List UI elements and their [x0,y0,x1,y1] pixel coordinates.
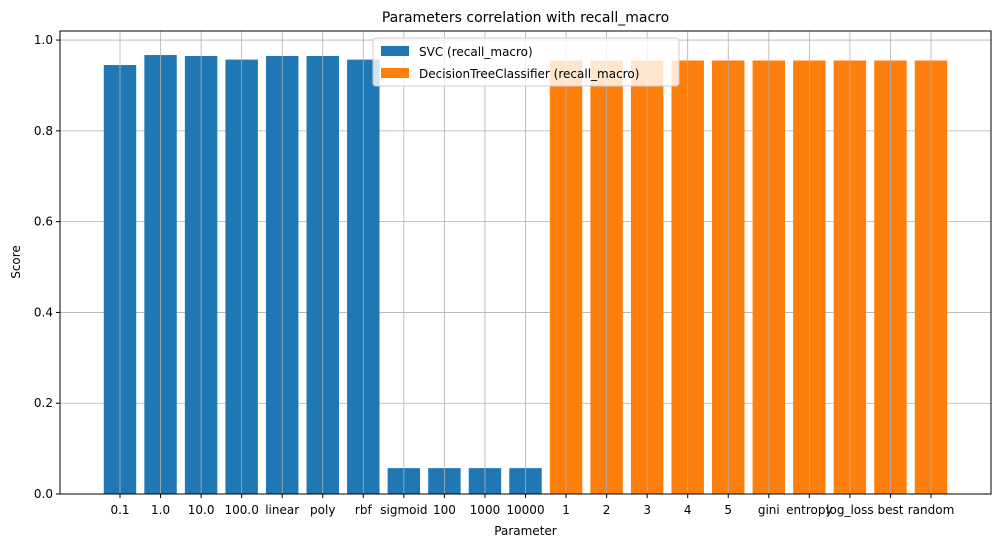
x-tick-label: rbf [355,503,373,517]
y-axis-label: Score [9,245,23,279]
chart-title: Parameters correlation with recall_macro [382,10,669,26]
x-tick-label: random [908,503,955,517]
x-axis: 0.1 1.0 10.0 100.0 linear poly rbf sigmoid 100 10… [110,494,954,517]
y-tick-label: 0.0 [34,487,53,501]
bars [103,31,948,495]
y-tick-label: 0.2 [34,396,53,410]
y-axis: 0.0 0.2 0.4 0.6 0.8 1.0 [34,33,60,501]
y-tick-label: 0.6 [34,215,53,229]
x-tick-label: 100.0 [224,503,258,517]
x-tick-label: gini [758,503,780,517]
legend-swatch-1 [381,68,409,78]
legend-label-0: SVC (recall_macro) [419,45,533,59]
x-tick-label: 10000 [506,503,544,517]
x-tick-label: 10.0 [188,503,215,517]
x-tick-label: sigmoid [380,503,427,517]
y-tick-label: 0.4 [34,305,53,319]
x-tick-label: 1 [562,503,570,517]
x-tick-label: 5 [724,503,732,517]
legend-box [372,37,680,87]
y-tick-label: 0.8 [34,124,53,138]
legend: SVC (recall_macro) DecisionTreeClassifier… [372,37,680,87]
x-tick-label: 0.1 [110,503,129,517]
x-axis-label: Parameter [494,524,556,538]
x-tick-label: 1000 [470,503,501,517]
x-tick-label: 4 [684,503,692,517]
legend-label-1: DecisionTreeClassifier (recall_macro) [419,67,639,81]
x-tick-label: entropy [786,503,832,517]
x-tick-label: 2 [603,503,611,517]
x-tick-label: 3 [643,503,651,517]
x-tick-label: 100 [433,503,456,517]
x-tick-label: linear [265,503,299,517]
y-tick-label: 1.0 [34,33,53,47]
legend-swatch-0 [381,46,409,56]
x-tick-label: poly [310,503,335,517]
x-tick-label: log_loss [826,503,873,517]
x-tick-label: 1.0 [151,503,170,517]
x-tick-label: best [877,503,903,517]
